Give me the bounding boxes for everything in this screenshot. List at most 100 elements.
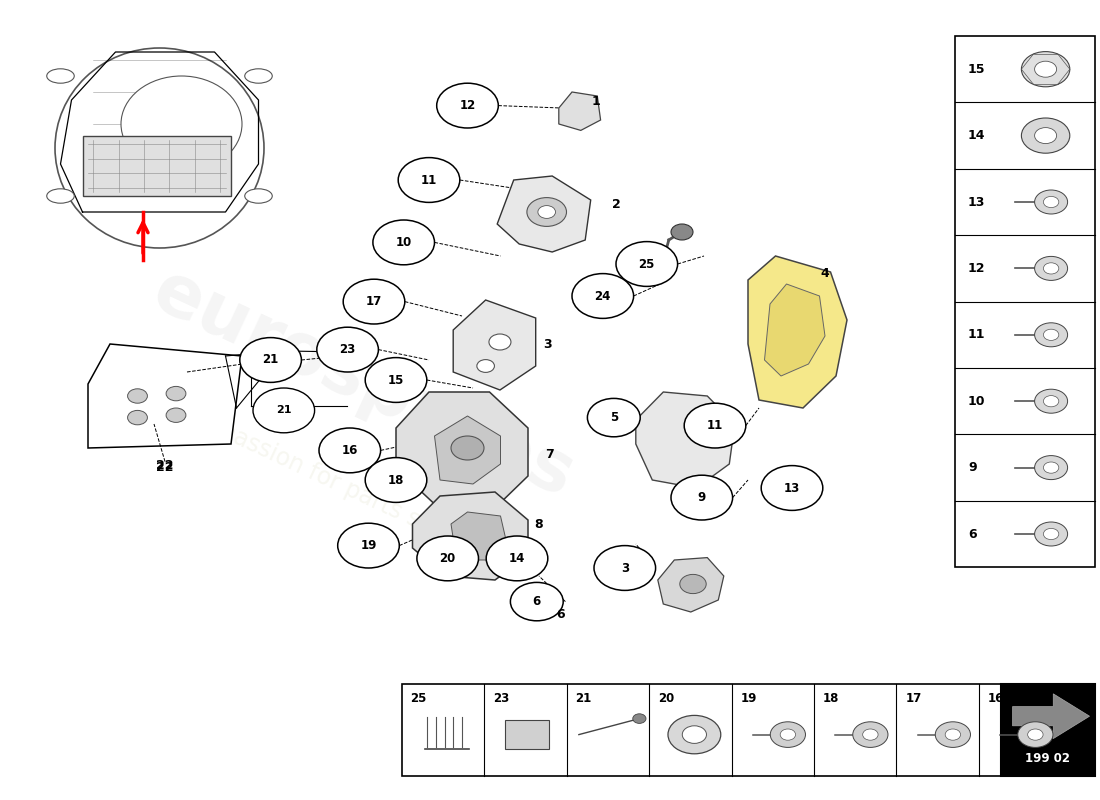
Circle shape: [852, 722, 888, 747]
Circle shape: [343, 279, 405, 324]
Ellipse shape: [121, 76, 242, 172]
Text: 10: 10: [396, 236, 411, 249]
Polygon shape: [658, 558, 724, 612]
Text: 20: 20: [658, 692, 674, 705]
Text: 11: 11: [707, 419, 723, 432]
Circle shape: [594, 546, 656, 590]
Circle shape: [632, 714, 646, 723]
Circle shape: [437, 83, 498, 128]
Circle shape: [761, 466, 823, 510]
Circle shape: [1022, 51, 1070, 87]
Circle shape: [572, 274, 634, 318]
Ellipse shape: [46, 69, 75, 83]
Ellipse shape: [244, 69, 273, 83]
Polygon shape: [434, 416, 500, 484]
Circle shape: [862, 729, 878, 740]
Text: 14: 14: [509, 552, 525, 565]
Circle shape: [1035, 322, 1068, 347]
Text: 24: 24: [595, 290, 610, 302]
Circle shape: [1035, 390, 1068, 414]
Circle shape: [1035, 456, 1068, 480]
Polygon shape: [396, 392, 528, 508]
Text: 3: 3: [620, 562, 629, 574]
Polygon shape: [88, 344, 242, 448]
Text: 12: 12: [968, 262, 986, 275]
Circle shape: [1035, 127, 1057, 144]
Circle shape: [684, 403, 746, 448]
Circle shape: [319, 428, 381, 473]
Circle shape: [365, 458, 427, 502]
Circle shape: [1044, 330, 1059, 341]
Text: 8: 8: [535, 518, 543, 530]
Text: 9: 9: [697, 491, 706, 504]
Circle shape: [587, 398, 640, 437]
Circle shape: [538, 206, 556, 218]
Circle shape: [166, 386, 186, 401]
Text: 21: 21: [263, 354, 278, 366]
Circle shape: [488, 334, 510, 350]
Bar: [505, 720, 549, 749]
Text: 7: 7: [546, 448, 554, 461]
Circle shape: [1035, 190, 1068, 214]
Text: 10: 10: [968, 394, 986, 408]
Polygon shape: [748, 256, 847, 408]
Text: 17: 17: [366, 295, 382, 308]
Circle shape: [1044, 529, 1059, 540]
Circle shape: [398, 158, 460, 202]
Text: 199 02: 199 02: [1025, 752, 1070, 765]
Text: 15: 15: [968, 62, 986, 76]
Circle shape: [1027, 729, 1043, 740]
Circle shape: [770, 722, 805, 747]
Text: 16: 16: [988, 692, 1004, 705]
Circle shape: [680, 574, 706, 594]
Text: 21: 21: [575, 692, 592, 705]
Text: 19: 19: [740, 692, 757, 705]
Circle shape: [1035, 256, 1068, 281]
Text: 22: 22: [156, 459, 174, 472]
Polygon shape: [1012, 694, 1089, 738]
Text: 1: 1: [592, 95, 601, 108]
Text: 20: 20: [440, 552, 455, 565]
Circle shape: [317, 327, 378, 372]
Circle shape: [476, 359, 495, 372]
Text: 23: 23: [340, 343, 355, 356]
Polygon shape: [559, 92, 601, 130]
Polygon shape: [497, 176, 591, 252]
Circle shape: [365, 358, 427, 402]
Circle shape: [1018, 722, 1053, 747]
Circle shape: [1044, 196, 1059, 208]
Circle shape: [128, 410, 147, 425]
Circle shape: [671, 224, 693, 240]
Bar: [1001, 684, 1094, 776]
Text: 23: 23: [493, 692, 509, 705]
Text: 16: 16: [342, 444, 358, 457]
Text: 6: 6: [557, 608, 565, 621]
Circle shape: [417, 536, 478, 581]
Text: 25: 25: [410, 692, 427, 705]
Ellipse shape: [46, 189, 75, 203]
Circle shape: [338, 523, 399, 568]
Text: 12: 12: [460, 99, 475, 112]
Text: 11: 11: [421, 174, 437, 186]
Text: 15: 15: [388, 374, 404, 386]
Circle shape: [166, 408, 186, 422]
Circle shape: [616, 242, 678, 286]
Text: 2: 2: [612, 198, 620, 210]
Circle shape: [668, 715, 720, 754]
Circle shape: [128, 389, 147, 403]
Circle shape: [451, 436, 484, 460]
Circle shape: [527, 198, 566, 226]
Text: eurospares: eurospares: [142, 256, 584, 512]
Circle shape: [1044, 462, 1059, 474]
Text: 13: 13: [968, 195, 986, 209]
Polygon shape: [451, 512, 506, 560]
Polygon shape: [412, 492, 528, 580]
Text: 19: 19: [361, 539, 376, 552]
Circle shape: [240, 338, 301, 382]
Text: 11: 11: [968, 328, 986, 342]
Bar: [955, 36, 1094, 567]
Text: 3: 3: [543, 338, 552, 350]
Circle shape: [1022, 118, 1070, 154]
Circle shape: [1035, 522, 1068, 546]
Circle shape: [682, 726, 706, 743]
